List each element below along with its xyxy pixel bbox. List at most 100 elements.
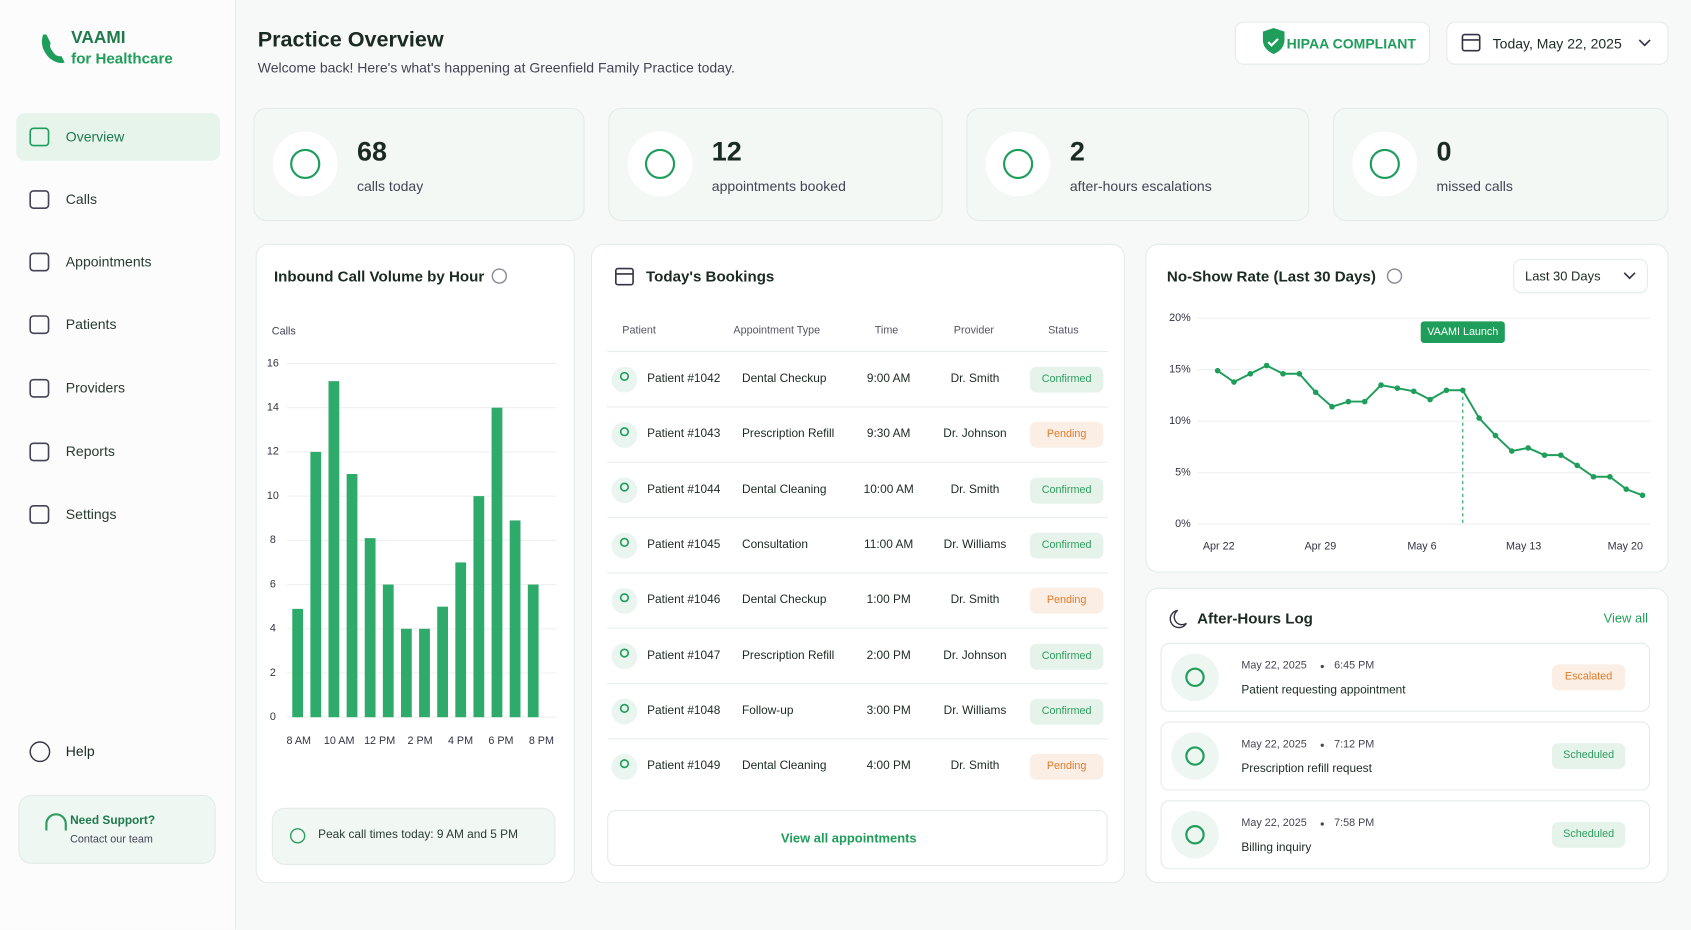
y-tick-label: 15% xyxy=(1169,363,1191,375)
patient: Patient #1045 xyxy=(647,538,721,551)
log-status: Escalated xyxy=(1551,664,1626,691)
peak-note-text: Peak call times today: 9 AM and 5 PM xyxy=(318,828,518,842)
bar xyxy=(346,474,358,718)
provider: Dr. Johnson xyxy=(943,427,1007,441)
point xyxy=(1214,367,1221,374)
nav-item[interactable]: Reports xyxy=(65,443,115,460)
y-tick-label: 0 xyxy=(270,711,276,723)
stat-label: appointments booked xyxy=(711,177,846,195)
view-all-appointments-text[interactable]: View all appointments xyxy=(780,830,917,846)
log-item[interactable] xyxy=(1160,642,1651,712)
provider: Dr. Johnson xyxy=(943,648,1007,662)
log-icon-bg xyxy=(1171,653,1219,702)
column-header: Time xyxy=(874,324,899,337)
y-tick-label: 5% xyxy=(1175,466,1191,478)
log-item[interactable] xyxy=(1160,721,1651,791)
help[interactable]: Help xyxy=(65,743,95,760)
nav-item[interactable]: Calls xyxy=(65,190,97,208)
log-status: Scheduled xyxy=(1551,743,1626,769)
status-pill: Confirmed xyxy=(1029,477,1104,504)
after-hours-link[interactable]: View all xyxy=(1603,610,1648,626)
nav-icon xyxy=(29,315,50,335)
patient: Patient #1043 xyxy=(647,427,721,441)
x-tick-label: 8 AM xyxy=(286,735,311,747)
x-tick-label: May 20 xyxy=(1608,541,1643,553)
bar xyxy=(400,628,412,718)
point xyxy=(1623,486,1630,492)
y-tick-label: 2 xyxy=(270,667,276,679)
point xyxy=(1443,387,1450,394)
patient: Patient #1042 xyxy=(647,372,721,386)
date-picker[interactable] xyxy=(1446,21,1669,65)
calendar-icon xyxy=(1461,33,1651,52)
time: 2:00 PM xyxy=(866,648,911,662)
point xyxy=(1541,452,1548,458)
status-pill: Confirmed xyxy=(1029,366,1104,393)
y-tick-label: 10% xyxy=(1169,415,1191,427)
x-tick-label: 4 PM xyxy=(448,735,473,747)
log-time: 7:12 PM xyxy=(1334,738,1375,751)
y-tick-label: 0% xyxy=(1175,518,1191,530)
support-box[interactable] xyxy=(18,794,216,864)
patient-icon-head xyxy=(619,537,630,547)
log-date: May 22, 2025 xyxy=(1241,817,1307,830)
nav-item[interactable]: Settings xyxy=(65,505,117,522)
bar xyxy=(491,407,503,718)
stat-value: 68 xyxy=(356,136,387,168)
bookings-icon xyxy=(615,267,1636,286)
log-icon xyxy=(1185,667,1205,688)
patient-icon-head xyxy=(619,371,630,381)
y-tick-label: 4 xyxy=(270,623,276,635)
nav-icon xyxy=(29,505,50,524)
appointment-type: Dental Cleaning xyxy=(742,759,827,773)
nav-item[interactable]: Overview xyxy=(65,128,125,145)
point xyxy=(1525,445,1531,451)
provider: Dr. Smith xyxy=(950,372,1000,386)
after-hours-title: After-Hours Log xyxy=(1197,609,1313,627)
log-icon xyxy=(1185,825,1205,845)
point xyxy=(1296,370,1303,377)
point xyxy=(1492,432,1499,439)
brand-sub: for Healthcare xyxy=(71,49,173,67)
y-axis-label: Calls xyxy=(271,325,296,338)
patient: Patient #1047 xyxy=(647,648,721,662)
point xyxy=(1590,473,1597,480)
point xyxy=(1394,385,1401,391)
bar xyxy=(509,520,521,718)
time: 4:00 PM xyxy=(866,759,911,773)
point xyxy=(1410,388,1417,395)
y-tick-label: 16 xyxy=(267,357,279,369)
provider: Dr. Smith xyxy=(950,593,1000,607)
nav-item[interactable]: Providers xyxy=(65,379,126,396)
point xyxy=(1361,398,1368,405)
range-select[interactable] xyxy=(1513,258,1648,294)
provider: Dr. Smith xyxy=(950,482,1000,496)
log-item[interactable] xyxy=(1160,800,1651,870)
nav-item[interactable]: Patients xyxy=(65,316,117,333)
support-text: Contact our team xyxy=(70,833,153,846)
y-tick-label: 10 xyxy=(267,490,279,502)
x-tick-label: 6 PM xyxy=(488,735,513,747)
range-select-text[interactable]: Last 30 Days xyxy=(1524,268,1601,284)
point xyxy=(1574,462,1580,469)
provider: Dr. Williams xyxy=(943,538,1007,551)
appointment-type: Follow-up xyxy=(742,704,794,717)
time: 9:00 AM xyxy=(866,372,911,386)
column-header: Appointment Type xyxy=(733,324,821,337)
view-all-appointments[interactable] xyxy=(607,809,1108,867)
point xyxy=(1329,403,1335,410)
y-tick-label: 20% xyxy=(1169,312,1191,324)
appointment-type: Consultation xyxy=(742,538,808,551)
stat-value: 12 xyxy=(711,136,742,168)
date-text: Today, May 22, 2025 xyxy=(1492,35,1622,52)
log-text: Billing inquiry xyxy=(1241,841,1312,855)
nav-item[interactable]: Appointments xyxy=(65,253,152,270)
bookings-card xyxy=(591,243,1125,884)
nav-icon xyxy=(29,442,50,462)
bar xyxy=(527,584,539,718)
bar xyxy=(364,538,376,718)
bar xyxy=(419,628,430,718)
status-pill: Pending xyxy=(1029,422,1104,448)
stat-icon xyxy=(644,148,676,180)
